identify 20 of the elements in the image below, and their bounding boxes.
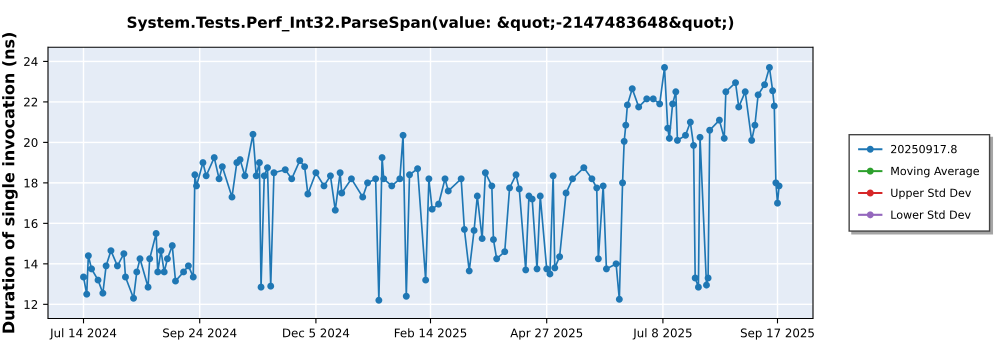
y-tick-label: 16 xyxy=(24,219,38,228)
x-tick-label: Feb 14 2025 xyxy=(394,328,466,338)
legend-label: Upper Std Dev xyxy=(891,188,972,200)
legend-label: 20250917.8 xyxy=(891,144,957,154)
y-tick-label: 20 xyxy=(24,138,38,148)
y-tick-label: 22 xyxy=(24,98,38,106)
x-tick-label: Dec 5 2024 xyxy=(283,328,350,338)
legend-label: Lower Std Dev xyxy=(891,210,971,219)
x-tick-label: Jul 14 2024 xyxy=(49,328,116,340)
x-tick-label: Apr 27 2025 xyxy=(510,328,582,340)
y-tick-label: 14 xyxy=(24,260,38,268)
y-axis-title: Duration of single invocation (ns) xyxy=(2,33,18,333)
x-tick-label: Jul 8 2025 xyxy=(632,328,692,340)
y-tick-label: 12 xyxy=(24,300,38,309)
y-tick-label: 24 xyxy=(24,57,38,66)
x-tick-label: Sep 17 2025 xyxy=(740,328,814,340)
chart-title: System.Tests.Perf_Int32.ParseSpan(value: &quot;-2147483648&quot;) xyxy=(128,16,734,32)
legend-label: Moving Average xyxy=(891,166,979,178)
y-tick-label: 18 xyxy=(24,178,38,188)
x-tick-label: Sep 24 2024 xyxy=(163,328,236,340)
